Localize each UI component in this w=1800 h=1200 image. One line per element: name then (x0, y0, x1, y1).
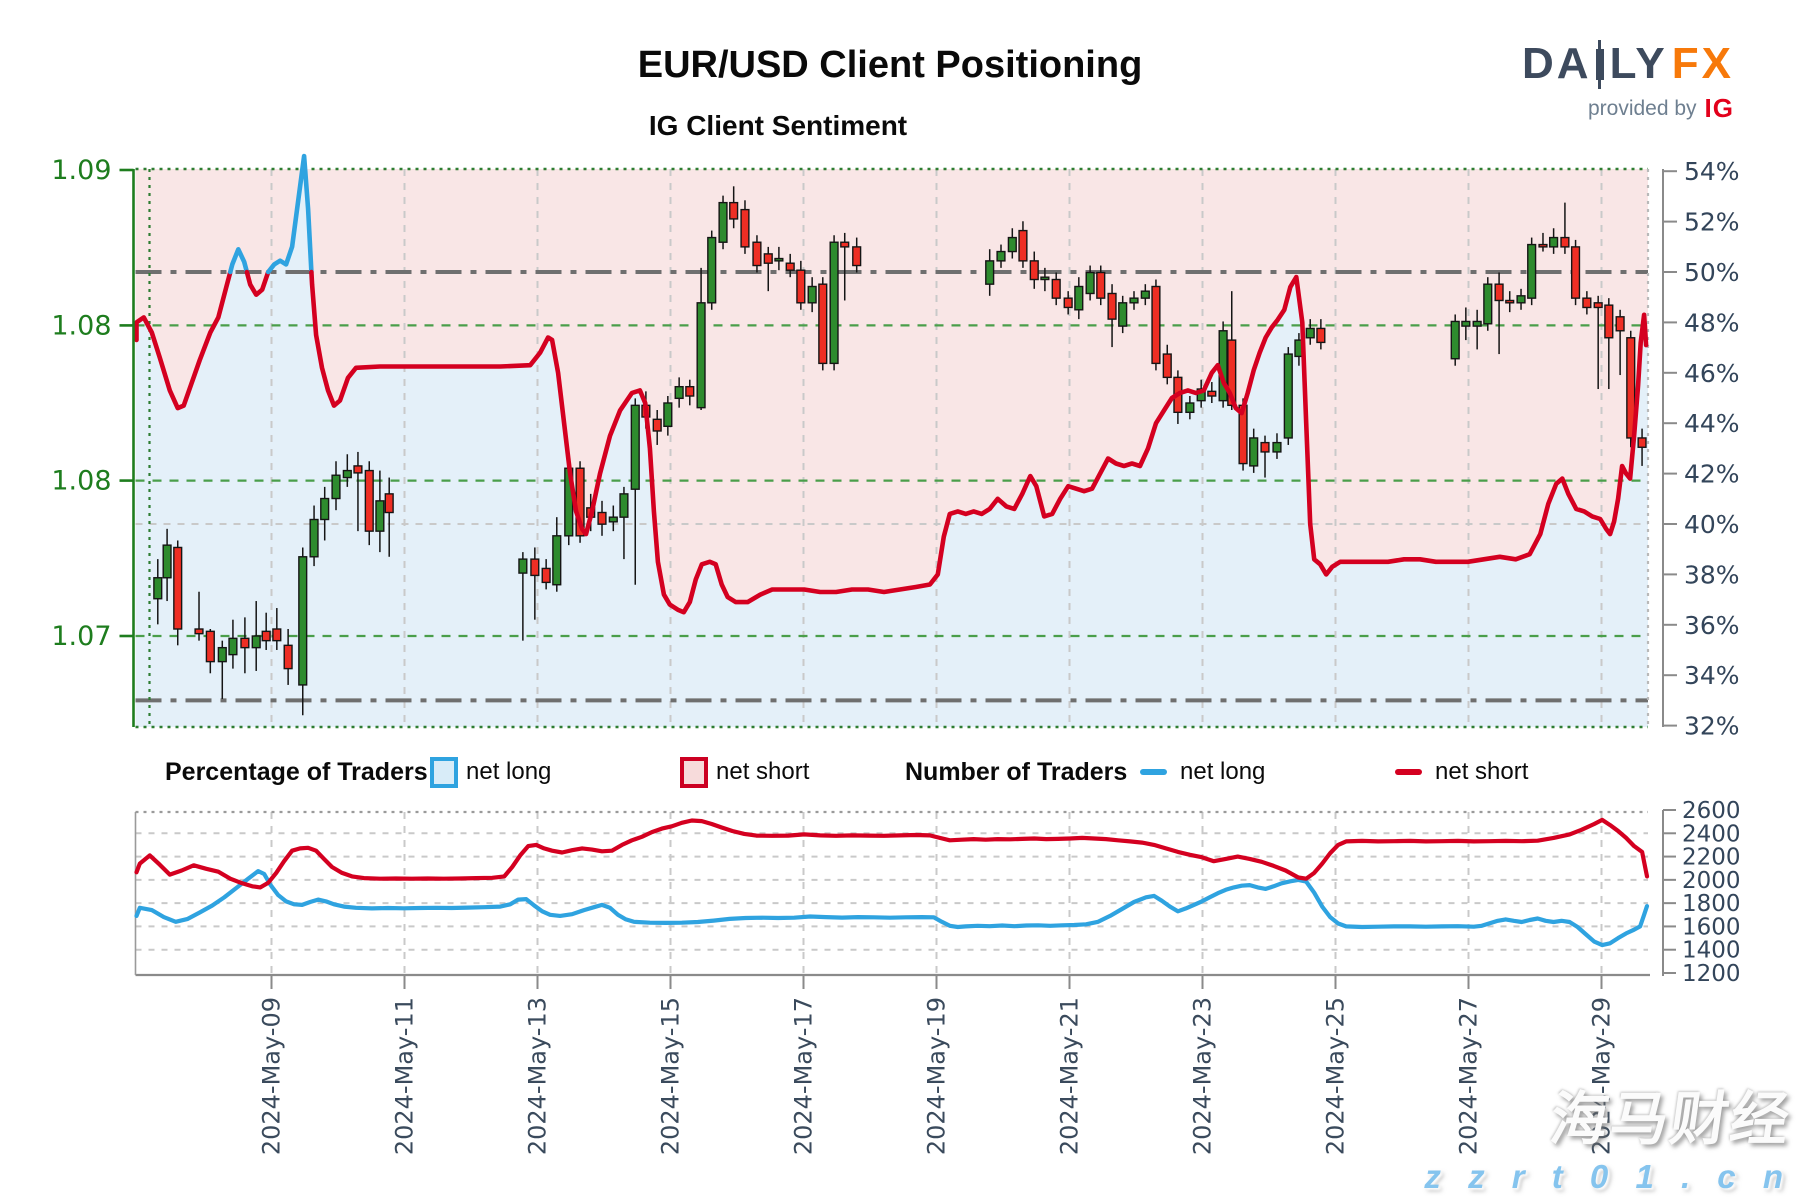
watermark: 海马财经 z z r t 0 1 . c n (1424, 1072, 1796, 1196)
svg-text:2000: 2000 (1682, 868, 1741, 894)
svg-text:1.08: 1.08 (51, 466, 111, 497)
x-tick-label: 2024-May-29 (1588, 997, 1616, 1155)
provided-by: provided by IG (1522, 93, 1734, 124)
svg-text:1400: 1400 (1682, 938, 1741, 964)
legend-pct-net-short-label: net short (716, 758, 810, 785)
ig-logo: IG (1704, 93, 1734, 123)
watermark-url: z z r t 0 1 . c n (1424, 1158, 1792, 1195)
traders-net-short-line (134, 817, 1650, 890)
axes: 1.09 1.08 1.08 1.07 54% 52% 50% 48% 46% 44% 42% 40%… (51, 155, 1740, 987)
svg-text:32%: 32% (1684, 712, 1740, 741)
number-of-traders-lines (134, 817, 1650, 948)
watermark-chinese: 海马财经 (1546, 1085, 1797, 1153)
x-tick-label: 2024-May-17 (790, 997, 818, 1155)
dailyfx-wordmark: DA LY FX (1522, 39, 1734, 89)
net-long-line-icon (1140, 769, 1167, 775)
svg-text:1600: 1600 (1682, 914, 1741, 940)
date-axis: 2024-May-09 2024-May-11 2024-May-13 2024-Ma… (258, 976, 1616, 1155)
svg-text:1800: 1800 (1682, 891, 1741, 917)
x-tick-label: 2024-May-23 (1189, 997, 1217, 1155)
svg-text:48%: 48% (1684, 308, 1740, 337)
svg-text:52%: 52% (1684, 208, 1740, 237)
x-tick-label: 2024-May-27 (1455, 997, 1483, 1155)
gridlines (135, 169, 1648, 975)
legend-pct-net-long-swatch (430, 752, 458, 792)
chart-title: IG Client Sentiment (648, 110, 908, 141)
x-tick-label: 2024-May-13 (524, 997, 552, 1155)
x-tick-label: 2024-May-19 (923, 997, 951, 1155)
legend-num-net-long-swatch (1140, 752, 1167, 792)
provided-by-text: provided by (1587, 96, 1697, 120)
svg-text:44%: 44% (1684, 409, 1740, 438)
legend-pct-net-short-swatch (680, 752, 708, 792)
logo-text-ly: LY (1609, 39, 1668, 88)
svg-text:1.08: 1.08 (51, 310, 111, 341)
legend-num-net-short-label: net short (1435, 758, 1529, 785)
svg-text:40%: 40% (1684, 510, 1740, 539)
x-tick-label: 2024-May-21 (1056, 997, 1084, 1155)
logo-text-fx: FX (1671, 39, 1734, 88)
svg-text:38%: 38% (1684, 560, 1740, 589)
legend-num-net-long-label: net long (1180, 758, 1266, 785)
svg-text:54%: 54% (1684, 157, 1740, 186)
x-tick-label: 2024-May-15 (657, 997, 685, 1155)
logo-text-da: DA (1522, 39, 1592, 88)
svg-text:42%: 42% (1684, 460, 1740, 489)
sentiment-line (134, 153, 1649, 615)
svg-text:2600: 2600 (1682, 798, 1741, 824)
legend-number-of-traders: Number of Traders (905, 757, 1128, 786)
net-short-line-icon (1395, 769, 1422, 775)
svg-text:34%: 34% (1684, 661, 1740, 690)
x-tick-label: 2024-May-25 (1322, 997, 1350, 1155)
svg-text:50%: 50% (1684, 258, 1740, 287)
page-title: EUR/USD Client Positioning (637, 44, 1143, 86)
svg-text:36%: 36% (1684, 611, 1740, 640)
sentiment-shading (135, 169, 1648, 727)
svg-text:1200: 1200 (1682, 961, 1741, 987)
svg-text:1.09: 1.09 (51, 155, 111, 186)
svg-text:2200: 2200 (1682, 845, 1741, 871)
candlesticks (153, 186, 1647, 716)
traders-net-long-line (134, 869, 1650, 948)
legend-pct-net-long-label: net long (466, 758, 552, 785)
x-tick-label: 2024-May-11 (391, 997, 419, 1155)
net-long-square-icon (430, 756, 458, 788)
legend-percentage-of-traders: Percentage of Traders (165, 757, 428, 786)
plot-borders (134, 167, 1650, 977)
dailyfx-logo: DA LY FX provided by IG (1522, 39, 1734, 124)
net-short-square-icon (680, 756, 708, 788)
svg-text:2400: 2400 (1682, 821, 1741, 847)
svg-text:46%: 46% (1684, 359, 1740, 388)
x-tick-label: 2024-May-09 (258, 997, 286, 1155)
legend-num-net-short-swatch (1395, 752, 1422, 792)
candlestick-icon (1595, 39, 1604, 89)
svg-text:1.07: 1.07 (51, 621, 111, 652)
